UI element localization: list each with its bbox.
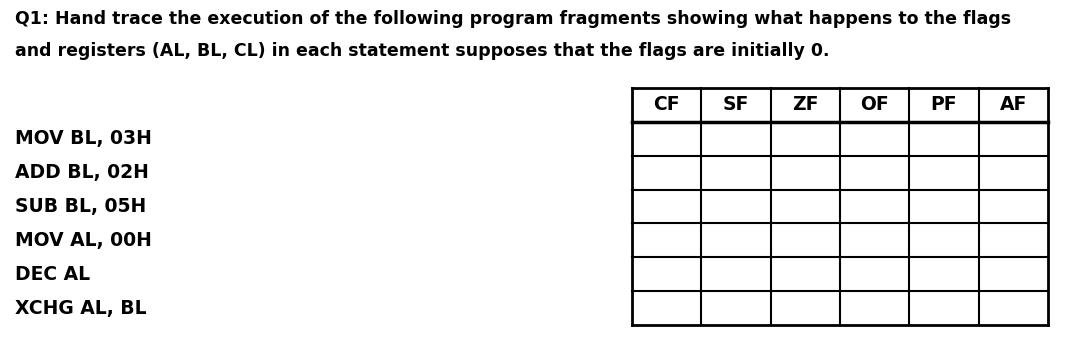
Text: CF: CF bbox=[653, 96, 680, 115]
Text: and registers (AL, BL, CL) in each statement supposes that the flags are initial: and registers (AL, BL, CL) in each state… bbox=[15, 42, 829, 60]
Text: ADD BL, 02H: ADD BL, 02H bbox=[15, 163, 149, 182]
Text: MOV AL, 00H: MOV AL, 00H bbox=[15, 231, 152, 250]
Text: SF: SF bbox=[722, 96, 749, 115]
Text: MOV BL, 03H: MOV BL, 03H bbox=[15, 129, 152, 148]
Text: Q1: Hand trace the execution of the following program fragments showing what hap: Q1: Hand trace the execution of the foll… bbox=[15, 10, 1012, 28]
Text: XCHG AL, BL: XCHG AL, BL bbox=[15, 299, 146, 318]
Text: PF: PF bbox=[930, 96, 957, 115]
Text: AF: AF bbox=[1000, 96, 1028, 115]
Text: DEC AL: DEC AL bbox=[15, 265, 90, 284]
Text: SUB BL, 05H: SUB BL, 05H bbox=[15, 197, 146, 216]
Text: OF: OF bbox=[860, 96, 889, 115]
Text: ZF: ZF bbox=[792, 96, 818, 115]
